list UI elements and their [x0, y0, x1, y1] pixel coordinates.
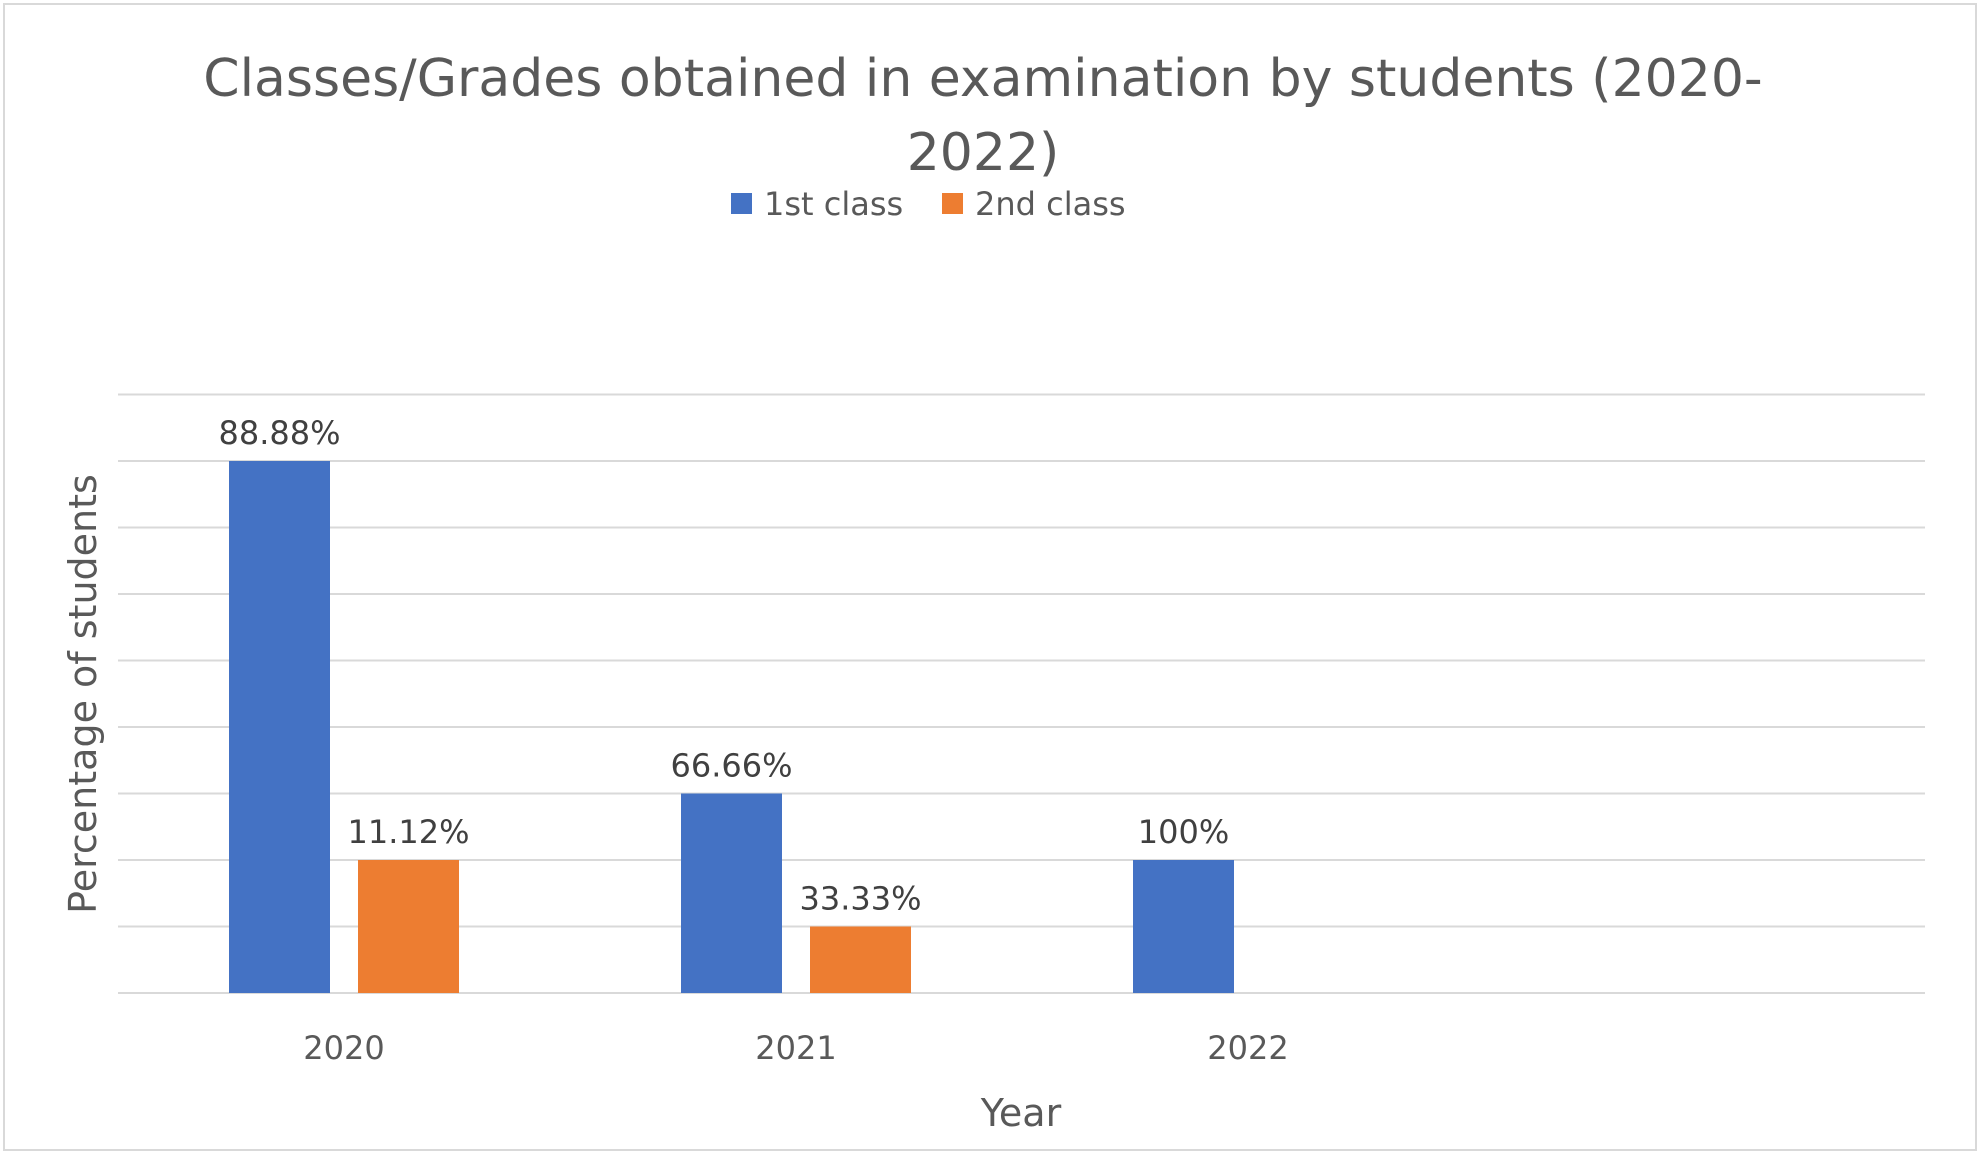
- legend-label-2nd-class: 2nd class: [975, 185, 1126, 223]
- x-tick-label-2020: 2020: [303, 1029, 384, 1067]
- x-tick-label-2022: 2022: [1207, 1029, 1288, 1067]
- bar-2021-2nd-class: [810, 926, 911, 993]
- bar-2021-1st-class: [681, 793, 782, 993]
- legend-label-1st-class: 1st class: [764, 185, 903, 223]
- x-tick-label-2021: 2021: [755, 1029, 836, 1067]
- legend-swatch-1st-class: [731, 193, 752, 214]
- data-label-2021-2nd-class: 33.33%: [799, 880, 921, 918]
- legend-swatch-2nd-class: [942, 193, 963, 214]
- y-axis-title: Percentage of students: [61, 474, 105, 914]
- bar-2020-2nd-class: [358, 860, 459, 993]
- bar-2022-1st-class: [1133, 860, 1234, 993]
- bar-2020-1st-class: [229, 461, 330, 993]
- data-label-2020-1st-class: 88.88%: [218, 414, 340, 452]
- chart-title-line-2: 2022): [907, 123, 1060, 183]
- data-label-2020-2nd-class: 11.12%: [347, 813, 469, 851]
- bars: [229, 461, 1234, 993]
- data-label-2021-1st-class: 66.66%: [670, 747, 792, 785]
- x-axis-title: Year: [980, 1091, 1062, 1135]
- data-labels: 88.88% 11.12% 66.66% 33.33% 100%: [218, 414, 1229, 918]
- chart-frame: [3, 3, 1977, 1151]
- chart-title-line-1: Classes/Grades obtained in examination b…: [203, 49, 1762, 109]
- data-label-2022-1st-class: 100%: [1138, 813, 1229, 851]
- legend: 1st class 2nd class: [731, 185, 1126, 223]
- x-axis-ticks: 2020 2021 2022: [303, 1029, 1288, 1067]
